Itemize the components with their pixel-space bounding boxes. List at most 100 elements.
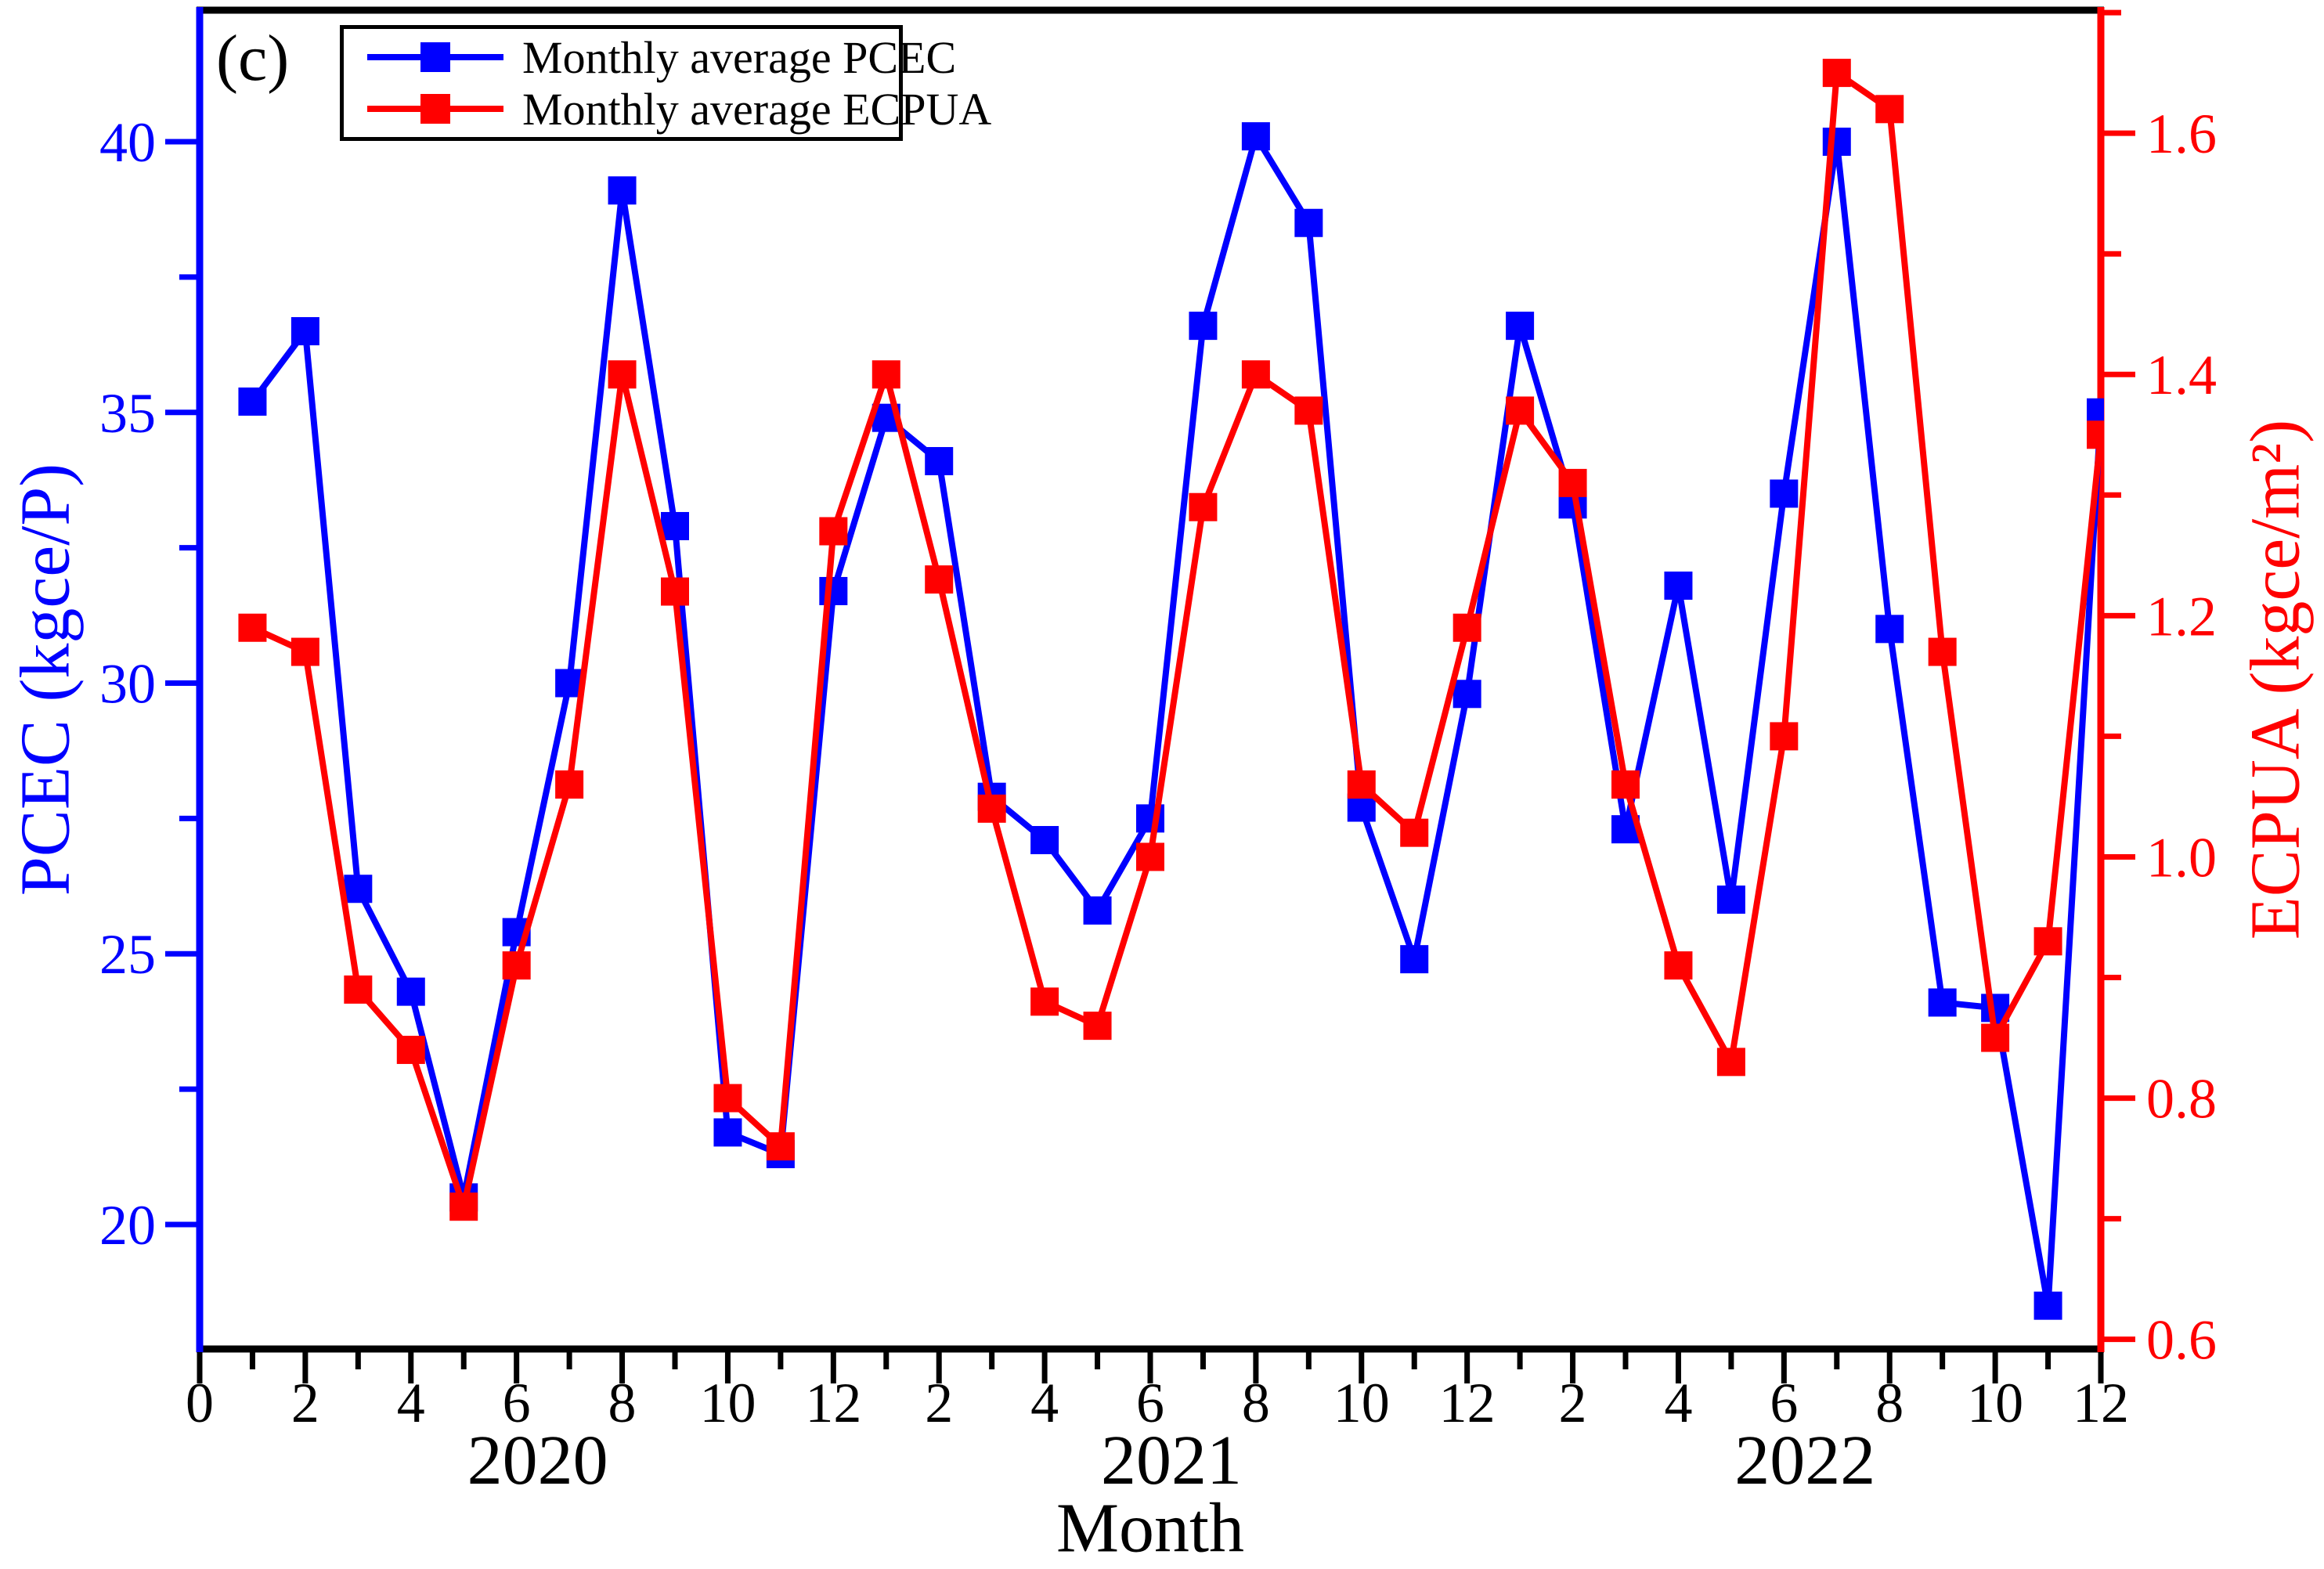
left-axis-ticks: 20 25 30 35 40 <box>99 111 200 1257</box>
right-tick-label: 0.8 <box>2146 1068 2217 1131</box>
x-tick-label: 2 <box>925 1372 953 1434</box>
right-axis-title: ECPUA (kgce/m²) <box>2236 419 2315 940</box>
pcec-marker <box>344 875 373 904</box>
ecpua-marker <box>608 360 637 389</box>
ecpua-line <box>251 67 2104 1219</box>
series-layer <box>238 59 2104 1320</box>
pcec-marker <box>1400 945 1429 974</box>
ecpua-marker <box>1294 396 1323 425</box>
legend: Monthly average PCEC Monthly average ECPU… <box>340 25 991 141</box>
legend-marker-icon <box>367 93 503 124</box>
ecpua-marker <box>1452 613 1481 642</box>
ecpua-marker <box>2034 927 2062 956</box>
pcec-marker <box>238 387 267 416</box>
ecpua-marker <box>1558 468 1587 497</box>
ecpua-marker <box>872 360 900 389</box>
right-tick-label: 1.4 <box>2146 344 2217 406</box>
ecpua-marker <box>977 794 1006 823</box>
x-tick-label: 12 <box>1439 1372 1496 1434</box>
pcec-marker <box>2087 398 2104 427</box>
pcec-marker <box>1452 680 1481 709</box>
ecpua-marker <box>1981 1023 2010 1052</box>
pcec-marker <box>713 1118 742 1147</box>
ecpua-marker <box>1083 1012 1112 1041</box>
pcec-marker <box>1506 312 1535 341</box>
ecpua-marker <box>819 517 848 546</box>
pcec-marker <box>290 317 319 346</box>
pcec-marker <box>2034 1291 2062 1320</box>
ecpua-marker <box>1822 59 1851 88</box>
ecpua-marker <box>1347 770 1376 799</box>
pcec-marker <box>396 977 425 1006</box>
ecpua-marker <box>344 975 373 1004</box>
right-axis-ticks: 0.6 0.8 1.0 1.2 1.4 1.6 <box>2101 9 2217 1372</box>
pcec-line <box>250 128 2104 1307</box>
ecpua-marker <box>1189 492 1218 521</box>
legend-label: Monthly average ECPUA <box>522 83 992 135</box>
ecpua-marker <box>1136 842 1164 871</box>
x-tick-label: 4 <box>1664 1372 1692 1434</box>
pcec-marker <box>1030 826 1059 855</box>
ecpua-marker <box>555 770 584 799</box>
left-axis-title: PCEC (kgce/P) <box>6 463 85 896</box>
right-tick-label: 0.6 <box>2146 1309 2217 1372</box>
ecpua-marker <box>1030 987 1059 1016</box>
left-tick-label: 30 <box>99 652 156 715</box>
right-tick-label: 1.6 <box>2146 103 2217 165</box>
pcec-marker <box>819 576 848 605</box>
pcec-marker <box>1716 885 1745 914</box>
ecpua-marker <box>396 1035 425 1064</box>
x-tick-label: 2 <box>1559 1372 1587 1434</box>
x-tick-label: 6 <box>503 1372 531 1434</box>
ecpua-marker <box>925 565 954 594</box>
right-tick-label: 1.0 <box>2146 826 2217 889</box>
ecpua-marker <box>1770 722 1799 751</box>
left-tick-label: 40 <box>99 111 156 174</box>
ecpua-marker <box>1875 95 1904 124</box>
legend-item-pcec: Monthly average PCEC <box>344 32 956 83</box>
x-tick-label: 12 <box>805 1372 861 1434</box>
x-tick-label: 4 <box>1030 1372 1059 1434</box>
x-year-label: 2021 <box>1101 1422 1242 1499</box>
ecpua-marker <box>1928 637 1957 666</box>
ecpua-marker <box>1716 1048 1745 1077</box>
ecpua-marker <box>713 1084 742 1113</box>
ecpua-marker <box>238 613 267 642</box>
ecpua-marker <box>449 1192 478 1221</box>
ecpua-marker <box>290 637 319 666</box>
x-tick-label: 8 <box>608 1372 637 1434</box>
x-tick-label: 4 <box>397 1372 425 1434</box>
pcec-marker <box>925 446 954 475</box>
pcec-marker <box>1822 128 1851 157</box>
pcec-marker <box>1928 988 1957 1017</box>
ecpua-marker <box>661 577 689 606</box>
right-tick-label: 1.2 <box>2146 585 2217 647</box>
x-tick-label: 8 <box>1242 1372 1270 1434</box>
ecpua-marker <box>1400 818 1429 847</box>
panel-label: (c) <box>216 22 290 95</box>
legend-marker-icon <box>367 41 503 73</box>
pcec-marker <box>1664 572 1693 601</box>
x-tick-label: 10 <box>1333 1372 1390 1434</box>
x-tick-label: 2 <box>291 1372 319 1434</box>
pcec-marker <box>1241 122 1270 151</box>
left-tick-label: 20 <box>99 1194 156 1257</box>
ecpua-marker <box>2087 420 2104 449</box>
pcec-marker <box>1083 896 1112 925</box>
pcec-marker <box>1189 312 1218 341</box>
x-tick-label: 6 <box>1136 1372 1164 1434</box>
legend-label: Monthly average PCEC <box>522 31 957 83</box>
x-tick-label: 10 <box>699 1372 756 1434</box>
ecpua-marker <box>502 951 531 980</box>
pcec-marker <box>608 176 637 205</box>
x-tick-label: 8 <box>1875 1372 1904 1434</box>
legend-item-ecpua: Monthly average ECPUA <box>344 84 991 135</box>
pcec-marker <box>661 511 689 540</box>
pcec-marker <box>1294 208 1323 237</box>
x-tick-label: 6 <box>1770 1372 1798 1434</box>
x-tick-label: 0 <box>186 1372 214 1434</box>
ecpua-marker <box>1664 951 1693 980</box>
x-tick-label: 10 <box>1967 1372 2023 1434</box>
